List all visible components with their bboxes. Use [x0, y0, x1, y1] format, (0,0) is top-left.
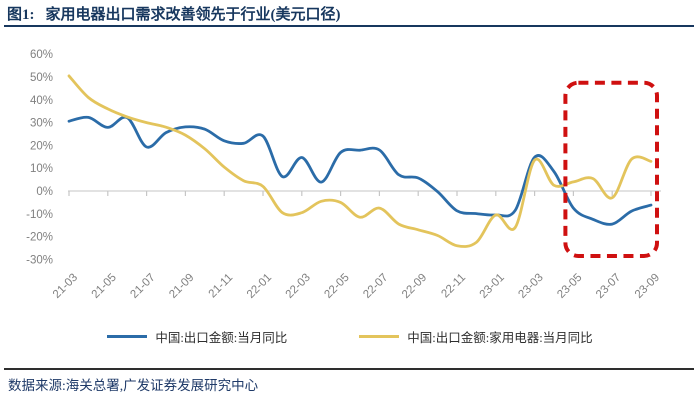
x-axis-ticks — [68, 191, 652, 196]
y-axis-labels: 60% 50% 40% 30% 20% 10% 0% -10% -20% -30% — [26, 49, 53, 266]
title-underline — [4, 25, 694, 27]
legend-item-china-export: 中国:出口金额:当月同比 — [107, 327, 287, 346]
y-axis-tick-label: -10% — [26, 209, 53, 221]
x-axis-tick-label: 22-11 — [439, 272, 468, 301]
y-axis-tick-label: 40% — [30, 95, 53, 107]
figure-number-label: 图1: — [7, 7, 35, 23]
highlight-dashed-box — [563, 80, 660, 258]
x-axis-tick-label: 23-05 — [555, 272, 584, 301]
x-axis-tick-label: 21-09 — [167, 272, 196, 301]
y-axis-tick-label: 0% — [36, 186, 53, 198]
legend-label: 中国:出口金额:家用电器:当月同比 — [407, 331, 593, 345]
data-source-note: 数据来源:海关总署,广发证券发展研究中心 — [8, 378, 259, 393]
legend-line-blue-icon — [107, 335, 148, 338]
y-axis-tick-label: 10% — [30, 163, 53, 175]
legend-label: 中国:出口金额:当月同比 — [155, 331, 288, 345]
y-axis-tick-label: 20% — [30, 140, 53, 152]
figure-title-row: 图1: 家用电器出口需求改善领先于行业(美元口径) — [7, 3, 341, 24]
figure-title: 家用电器出口需求改善领先于行业(美元口径) — [45, 7, 341, 23]
x-axis-tick-label: 22-01 — [245, 272, 274, 301]
x-axis-tick-label: 23-07 — [594, 272, 623, 301]
series-line-china-export — [67, 115, 653, 226]
x-axis-tick-label: 22-07 — [361, 272, 390, 301]
x-axis-labels: 21-03 21-05 21-07 21-09 21-11 22-01 22-03 22-05… — [51, 272, 662, 301]
series-line-appliance-export — [67, 74, 653, 248]
x-axis-tick-label: 23-09 — [633, 272, 662, 301]
chart-legend: 中国:出口金额:当月同比 中国:出口金额:家用电器:当月同比 — [0, 327, 700, 346]
y-axis-tick-label: -30% — [26, 254, 53, 266]
legend-line-gold-icon — [359, 335, 400, 338]
x-axis-tick-label: 22-09 — [400, 272, 429, 301]
y-axis-tick-label: -20% — [26, 232, 53, 244]
x-axis-tick-label: 21-05 — [90, 272, 119, 301]
x-axis-tick-label: 23-01 — [478, 272, 507, 301]
footer-divider — [4, 368, 694, 370]
x-axis-tick-label: 22-03 — [284, 272, 313, 301]
y-axis-tick-label: 60% — [30, 49, 53, 61]
x-axis-tick-label: 21-07 — [128, 272, 157, 301]
x-axis-tick-label: 21-03 — [51, 272, 80, 301]
legend-item-appliance-export: 中国:出口金额:家用电器:当月同比 — [359, 327, 593, 346]
y-axis-tick-label: 50% — [30, 72, 53, 84]
x-axis-tick-label: 22-05 — [322, 272, 351, 301]
x-axis-tick-label: 21-11 — [207, 272, 236, 301]
y-axis-tick-label: 30% — [30, 118, 53, 130]
x-axis-tick-label: 23-03 — [516, 272, 545, 301]
